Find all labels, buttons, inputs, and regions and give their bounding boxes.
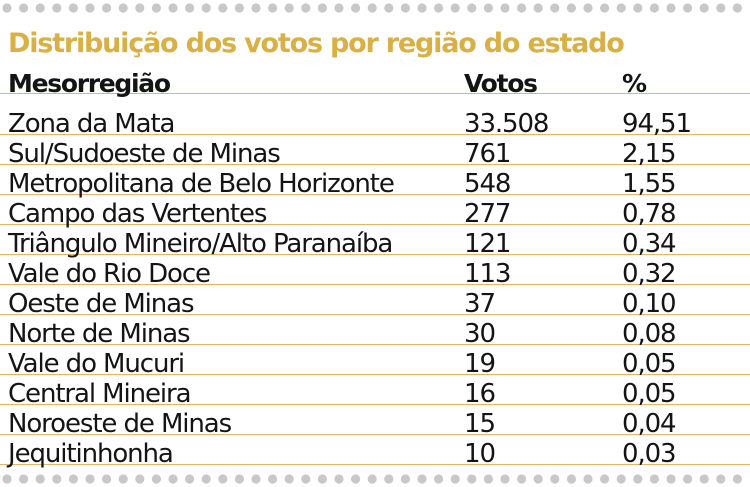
table-row: Zona da Mata 33.508 94,51 — [0, 94, 750, 139]
cell-mesorregiao: Campo das Vertentes — [8, 199, 267, 229]
table-row: Norte de Minas 30 0,08 — [0, 315, 750, 349]
table-row: Noroeste de Minas 15 0,04 — [0, 405, 750, 439]
table-title: Distribuição dos votos por região do est… — [8, 28, 625, 59]
table-row: Central Mineira 16 0,05 — [0, 375, 750, 409]
cell-percent: 94,51 — [622, 109, 692, 139]
table-row: Metropolitana de Belo Horizonte 548 1,55 — [0, 165, 750, 199]
header-percent: % — [622, 69, 647, 98]
cell-mesorregiao: Norte de Minas — [8, 319, 191, 349]
cell-percent: 0,03 — [622, 439, 677, 469]
cell-percent: 0,78 — [622, 199, 677, 229]
bottom-dotted-border — [2, 474, 743, 484]
cell-mesorregiao: Metropolitana de Belo Horizonte — [8, 169, 395, 199]
cell-votos: 113 — [464, 259, 511, 289]
cell-percent: 0,08 — [622, 319, 677, 349]
header-mesorregiao: Mesorregião — [8, 69, 171, 98]
cell-votos: 16 — [464, 379, 496, 409]
cell-percent: 0,05 — [622, 379, 677, 409]
cell-votos: 15 — [464, 409, 496, 439]
cell-mesorregiao: Central Mineira — [8, 379, 192, 409]
cell-percent: 0,05 — [622, 349, 677, 379]
table-row: Campo das Vertentes 277 0,78 — [0, 195, 750, 229]
table-header-row: Mesorregião Votos % — [0, 64, 750, 98]
cell-votos: 121 — [464, 229, 511, 259]
votes-table: Mesorregião Votos % Zona da Mata 33.508 94… — [0, 64, 750, 469]
header-votos: Votos — [464, 69, 538, 98]
cell-mesorregiao: Vale do Mucuri — [8, 349, 185, 379]
cell-mesorregiao: Sul/Sudoeste de Minas — [8, 139, 281, 169]
cell-votos: 19 — [464, 349, 496, 379]
cell-votos: 33.508 — [464, 109, 549, 139]
top-dotted-border — [2, 3, 743, 13]
cell-percent: 0,10 — [622, 289, 677, 319]
cell-mesorregiao: Oeste de Minas — [8, 289, 195, 319]
table-row: Triângulo Mineiro/Alto Paranaíba 121 0,34 — [0, 225, 750, 259]
cell-mesorregiao: Vale do Rio Doce — [8, 259, 211, 289]
cell-percent: 2,15 — [622, 139, 677, 169]
cell-votos: 761 — [464, 139, 511, 169]
cell-percent: 0,04 — [622, 409, 677, 439]
table-row: Vale do Rio Doce 113 0,32 — [0, 255, 750, 289]
cell-percent: 0,32 — [622, 259, 677, 289]
table-row: Sul/Sudoeste de Minas 761 2,15 — [0, 135, 750, 169]
cell-mesorregiao: Zona da Mata — [8, 109, 175, 139]
table-row: Vale do Mucuri 19 0,05 — [0, 345, 750, 379]
cell-mesorregiao: Triângulo Mineiro/Alto Paranaíba — [8, 229, 393, 259]
cell-votos: 10 — [464, 439, 496, 469]
cell-votos: 30 — [464, 319, 496, 349]
cell-mesorregiao: Jequitinhonha — [8, 439, 174, 469]
cell-votos: 548 — [464, 169, 511, 199]
cell-percent: 1,55 — [622, 169, 677, 199]
cell-percent: 0,34 — [622, 229, 677, 259]
cell-votos: 37 — [464, 289, 496, 319]
cell-votos: 277 — [464, 199, 511, 229]
table-row: Jequitinhonha 10 0,03 — [0, 435, 750, 469]
cell-mesorregiao: Noroeste de Minas — [8, 409, 232, 439]
table-row: Oeste de Minas 37 0,10 — [0, 285, 750, 319]
